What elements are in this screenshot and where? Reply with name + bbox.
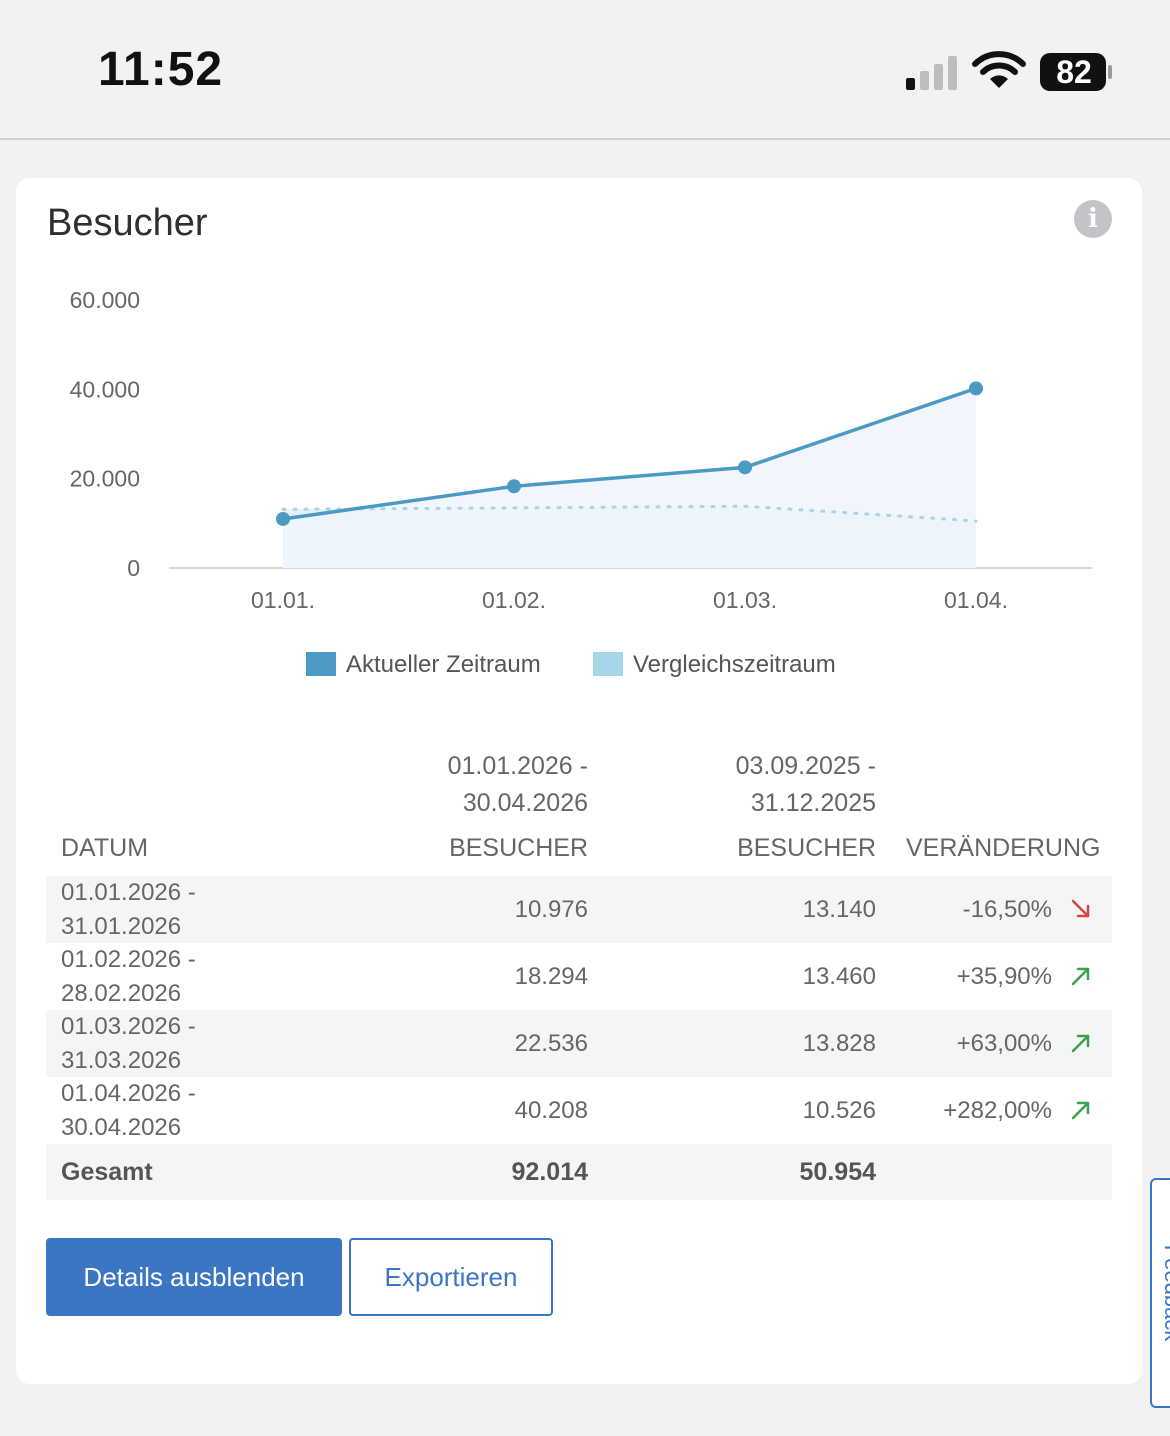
row-visitors-compare: 10.526	[802, 1097, 876, 1124]
table-row: 01.02.2026 - 28.02.2026 18.294 13.460 +3…	[46, 943, 1112, 1010]
row-date: 01.03.2026 - 31.03.2026	[61, 1010, 261, 1078]
period-compare-header: 03.09.2025 - 31.12.2025	[576, 748, 876, 822]
row-date-from: 01.03.2026 -	[61, 1013, 196, 1040]
total-visitors-compare: 50.954	[799, 1158, 876, 1186]
row-date-to: 28.02.2026	[61, 980, 182, 1007]
x-tick-label: 01.04.	[944, 587, 1008, 613]
y-tick-label: 40.000	[70, 376, 140, 402]
column-header-visitors-current[interactable]: BESUCHER	[449, 834, 588, 862]
wifi-icon	[972, 51, 1026, 88]
total-visitors-current: 92.014	[511, 1158, 588, 1186]
column-header-date[interactable]: DATUM	[61, 834, 149, 862]
row-visitors-compare: 13.460	[802, 963, 876, 990]
x-tick-label: 01.02.	[482, 587, 546, 613]
current-series-point	[276, 511, 290, 526]
status-bar: 11:52 82	[0, 0, 1170, 140]
row-visitors-current: 10.976	[514, 896, 588, 923]
row-change: +35,90%	[956, 963, 1052, 990]
period-compare-from: 03.09.2025 -	[735, 752, 876, 780]
battery-level: 82	[1056, 54, 1092, 90]
legend-swatch-current	[306, 652, 336, 676]
period-current-from: 01.01.2026 -	[447, 752, 588, 780]
row-date: 01.01.2026 - 31.01.2026	[61, 876, 261, 944]
row-date-to: 30.04.2026	[61, 1114, 182, 1141]
row-change: +282,00%	[943, 1097, 1052, 1124]
y-tick-label: 60.000	[70, 287, 140, 313]
x-tick-label: 01.03.	[713, 587, 777, 613]
row-change: -16,50%	[962, 896, 1052, 923]
trend-up-icon	[1071, 967, 1090, 986]
period-current-header: 01.01.2026 - 30.04.2026	[288, 748, 588, 822]
y-tick-label: 0	[127, 555, 140, 581]
row-date-to: 31.01.2026	[61, 913, 182, 940]
row-visitors-current: 22.536	[514, 1030, 588, 1057]
battery-icon	[1040, 53, 1112, 91]
trend-up-icon	[1071, 1034, 1090, 1053]
legend-swatch-compare	[593, 652, 623, 676]
card-title: Besucher	[47, 202, 208, 244]
table-row: 01.01.2026 - 31.01.2026 10.976 13.140 -1…	[46, 876, 1112, 943]
clock: 11:52	[98, 43, 224, 96]
battery-indicator: 82	[1040, 52, 1112, 92]
feedback-label: Feedback	[1160, 1244, 1170, 1342]
x-tick-label: 01.01.	[251, 587, 315, 613]
row-visitors-current: 18.294	[514, 963, 588, 990]
table-row: 01.03.2026 - 31.03.2026 22.536 13.828 +6…	[46, 1010, 1112, 1077]
visitors-chart: 60.000 40.000 20.000 0 01.01. 01.02. 01.03. 01.…	[70, 287, 1092, 613]
export-button[interactable]: Exportieren	[349, 1238, 553, 1316]
total-label: Gesamt	[61, 1158, 153, 1186]
current-series-line	[282, 386, 977, 521]
current-series-point	[969, 381, 983, 396]
current-series-point	[507, 479, 521, 494]
row-date-from: 01.04.2026 -	[61, 1080, 196, 1107]
row-date-from: 01.01.2026 -	[61, 879, 196, 906]
row-visitors-compare: 13.828	[802, 1030, 876, 1057]
hide-details-button[interactable]: Details ausblenden	[46, 1238, 342, 1316]
trend-down-icon	[1071, 899, 1090, 918]
row-date: 01.04.2026 - 30.04.2026	[61, 1077, 261, 1145]
row-change: +63,00%	[956, 1030, 1052, 1057]
cellular-signal-icon	[906, 56, 957, 90]
period-current-to: 30.04.2026	[462, 789, 588, 817]
column-header-change[interactable]: VERÄNDERUNG	[906, 834, 1101, 862]
legend-label-compare: Vergleichszeitraum	[633, 651, 836, 678]
y-tick-label: 20.000	[70, 466, 140, 492]
row-date: 01.02.2026 - 28.02.2026	[61, 943, 261, 1011]
feedback-tab[interactable]: Feedback	[1150, 1178, 1170, 1408]
current-series-point	[738, 460, 752, 475]
row-date-from: 01.02.2026 -	[61, 946, 196, 973]
row-visitors-compare: 13.140	[802, 896, 876, 923]
column-header-visitors-compare[interactable]: BESUCHER	[737, 834, 876, 862]
row-visitors-current: 40.208	[514, 1097, 588, 1124]
period-compare-to: 31.12.2025	[750, 789, 876, 817]
table-row: 01.04.2026 - 30.04.2026 40.208 10.526 +2…	[46, 1077, 1112, 1144]
info-icon[interactable]: i	[1074, 200, 1112, 238]
row-date-to: 31.03.2026	[61, 1047, 182, 1074]
trend-up-icon	[1071, 1101, 1090, 1120]
table-total-row: Gesamt 92.014 50.954	[46, 1144, 1112, 1200]
legend-label-current: Aktueller Zeitraum	[346, 651, 541, 678]
visitors-card: Besucher i 60.000 40.000 20.000 0 01.01. 01.0…	[16, 178, 1142, 1384]
